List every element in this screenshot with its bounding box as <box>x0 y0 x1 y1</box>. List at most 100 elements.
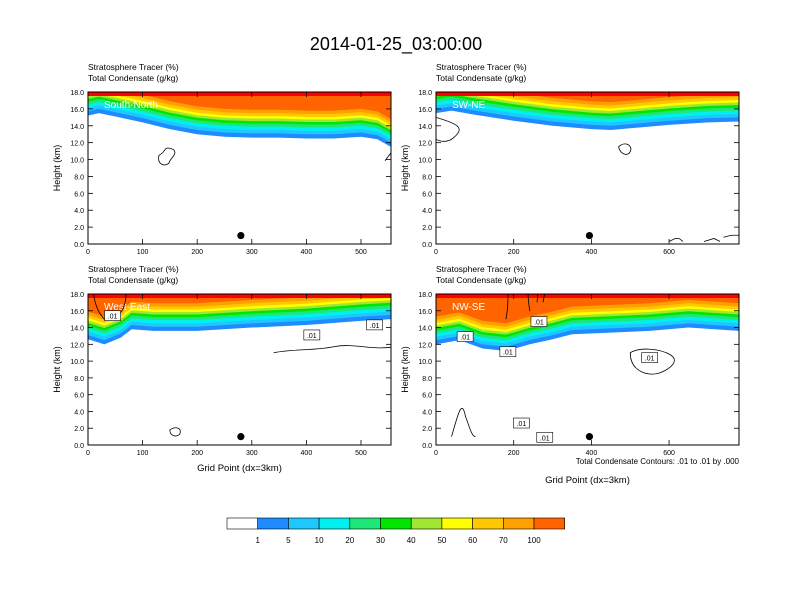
colorbar-swatch <box>380 517 412 530</box>
colorbar-label: 70 <box>499 536 508 545</box>
panel-title-line2: Total Condensate (g/kg) <box>436 275 526 285</box>
contour-label: .01 <box>307 333 317 340</box>
y-tick-label: 14.0 <box>418 326 432 333</box>
y-tick-label: 16.0 <box>418 309 432 316</box>
y-tick-label: 16.0 <box>418 107 432 114</box>
colorbar-label: 50 <box>437 536 446 545</box>
y-axis-label: Height (km) <box>400 346 410 393</box>
y-tick-label: 6.0 <box>74 191 84 198</box>
y-tick-label: 10.0 <box>70 359 84 366</box>
x-tick-label: 600 <box>663 249 675 256</box>
colorbar-swatch <box>441 517 473 530</box>
y-tick-label: 16.0 <box>70 309 84 316</box>
y-tick-label: 8.0 <box>74 174 84 181</box>
y-tick-label: 16.0 <box>70 107 84 114</box>
condensate-contours <box>436 116 739 242</box>
colorbar-label: 1 <box>255 536 260 545</box>
contour-note: Total Condensate Contours: .01 to .01 by… <box>576 457 740 466</box>
x-tick-label: 200 <box>191 450 203 457</box>
y-tick-label: 8.0 <box>74 376 84 383</box>
condensate-contours <box>451 294 675 438</box>
y-tick-label: 2.0 <box>422 225 432 232</box>
panel-top-left: South-North 0.0 2.0 4.0 6.0 8.0 10.0 12.0 14.0 16… <box>52 62 392 256</box>
x-tick-label: 0 <box>434 249 438 256</box>
x-tick-label: 400 <box>586 450 598 457</box>
y-tick-label: 14.0 <box>70 124 84 131</box>
x-tick-label: 0 <box>434 450 438 457</box>
panel-title-line1: Stratosphere Tracer (%) <box>88 62 179 72</box>
panel-plot-area: SW-NE <box>436 92 739 244</box>
y-tick-label: 4.0 <box>74 409 84 416</box>
y-tick-label: 8.0 <box>422 376 432 383</box>
colorbar-label: 5 <box>286 536 291 545</box>
x-tick-label: 100 <box>137 249 149 256</box>
panel-title-line2: Total Condensate (g/kg) <box>88 275 178 285</box>
x-axis-label: Grid Point (dx=3km) <box>545 475 630 486</box>
contour-line <box>451 408 476 438</box>
panel-title-line2: Total Condensate (g/kg) <box>88 73 178 83</box>
figure-title: 2014-01-25_03:00:00 <box>310 34 482 55</box>
contour-label: .01 <box>517 421 527 428</box>
y-tick-label: 6.0 <box>74 393 84 400</box>
colorbar-swatch <box>226 517 259 530</box>
y-tick-label: 4.0 <box>422 208 432 215</box>
y-tick-label: 12.0 <box>418 342 432 349</box>
location-marker <box>585 433 594 441</box>
x-tick-label: 400 <box>586 249 598 256</box>
colorbar-label: 60 <box>468 536 477 545</box>
panel-title-line2: Total Condensate (g/kg) <box>436 73 526 83</box>
y-tick-label: 8.0 <box>422 174 432 181</box>
x-tick-label: 300 <box>246 249 258 256</box>
panel-title-line1: Stratosphere Tracer (%) <box>88 264 179 274</box>
x-tick-label: 500 <box>355 450 367 457</box>
contour-line <box>158 147 176 166</box>
colorbar-label: 40 <box>407 536 416 545</box>
contour-line <box>273 345 391 354</box>
contour-label-box <box>530 316 548 327</box>
y-tick-label: 12.0 <box>418 141 432 148</box>
y-tick-label: 2.0 <box>422 426 432 433</box>
panel-bottom-right: NW-SE .01 .01 .01 .01 .01 .01 0.0 2.0 4.0 6.0 8.0 10… <box>400 264 740 486</box>
contour-label: .01 <box>645 356 655 363</box>
tracer-band-10 <box>88 294 391 317</box>
contour-label: .01 <box>503 350 513 357</box>
contour-line <box>668 234 739 242</box>
y-tick-label: 10.0 <box>70 158 84 165</box>
y-tick-label: 4.0 <box>422 409 432 416</box>
plot-frame <box>435 91 740 245</box>
y-tick-label: 0.0 <box>422 242 432 249</box>
x-tick-label: 300 <box>246 450 258 457</box>
x-tick-label: 200 <box>508 249 520 256</box>
y-tick-label: 18.0 <box>418 292 432 299</box>
contour-label: .01 <box>540 435 550 442</box>
y-tick-label: 0.0 <box>74 242 84 249</box>
y-tick-label: 12.0 <box>70 141 84 148</box>
panel-label: SW-NE <box>452 100 485 111</box>
colorbar-label: 100 <box>527 536 541 545</box>
location-marker <box>237 433 245 441</box>
colorbar-swatch <box>257 517 289 530</box>
x-axis-label: Grid Point (dx=3km) <box>197 463 282 474</box>
tracer-band-10 <box>436 294 739 324</box>
panel-label: South-North <box>104 100 158 111</box>
colorbar-swatch <box>349 517 381 530</box>
contour-label: .01 <box>534 320 544 327</box>
tracer-top-strip <box>88 92 391 96</box>
y-tick-label: 10.0 <box>418 158 432 165</box>
contour-line <box>169 427 181 437</box>
y-axis-label: Height (km) <box>52 145 62 192</box>
contour-label-box <box>513 417 530 429</box>
contour-line <box>629 348 675 375</box>
panel-label: West-East <box>104 302 150 313</box>
location-marker <box>585 231 594 240</box>
tracer-band-10 <box>88 92 391 120</box>
x-tick-label: 600 <box>663 450 675 457</box>
y-tick-label: 14.0 <box>70 326 84 333</box>
contour-label: .01 <box>370 323 380 330</box>
plot-frame <box>435 293 740 446</box>
panel-title-line1: Stratosphere Tracer (%) <box>436 264 527 274</box>
contour-label: .01 <box>460 335 470 342</box>
colorbar-swatch <box>410 517 443 530</box>
plot-frame <box>87 293 392 446</box>
